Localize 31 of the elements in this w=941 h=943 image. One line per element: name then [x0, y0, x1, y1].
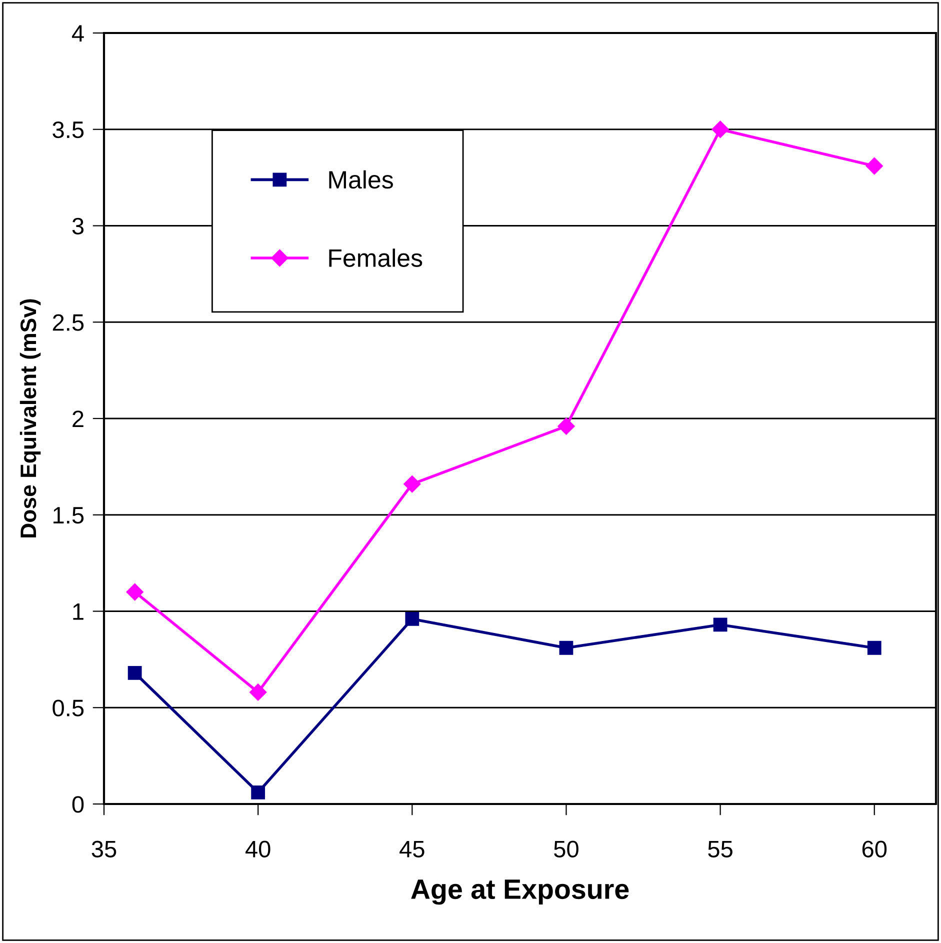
x-axis-title: Age at Exposure [411, 880, 629, 905]
point [712, 120, 729, 138]
legend-label: Females [329, 248, 422, 267]
y-axis-title: Dose Equivalent (mSv) [20, 299, 41, 538]
point [559, 640, 574, 655]
x-tick-label: 45 [400, 840, 424, 858]
x-tick-label: 50 [554, 840, 578, 858]
y-tick-label: 2 [72, 410, 84, 428]
point [404, 475, 421, 493]
point [867, 640, 882, 655]
x-tick-label: 60 [862, 840, 887, 858]
legend-label: Males [329, 170, 393, 189]
point [713, 618, 728, 632]
point [128, 666, 142, 680]
point [558, 418, 575, 435]
y-tick-label: 2.5 [52, 314, 84, 331]
point [405, 612, 420, 626]
x-tick-label: 35 [92, 840, 116, 858]
y-tick-label: 1 [73, 604, 84, 620]
y-tick-label: 0.5 [52, 700, 84, 716]
y-tick-label: 0 [72, 796, 84, 813]
point [866, 157, 883, 175]
y-tick-label: 3.5 [52, 121, 84, 138]
point [250, 684, 267, 701]
x-tick-label: 55 [708, 840, 732, 858]
x-tick-label: 40 [245, 840, 270, 858]
y-tick-label: 1.5 [54, 507, 84, 524]
point [126, 583, 144, 601]
y-tick-label: 4 [72, 25, 84, 42]
y-tick-label: 3 [72, 218, 84, 235]
point [251, 785, 266, 800]
